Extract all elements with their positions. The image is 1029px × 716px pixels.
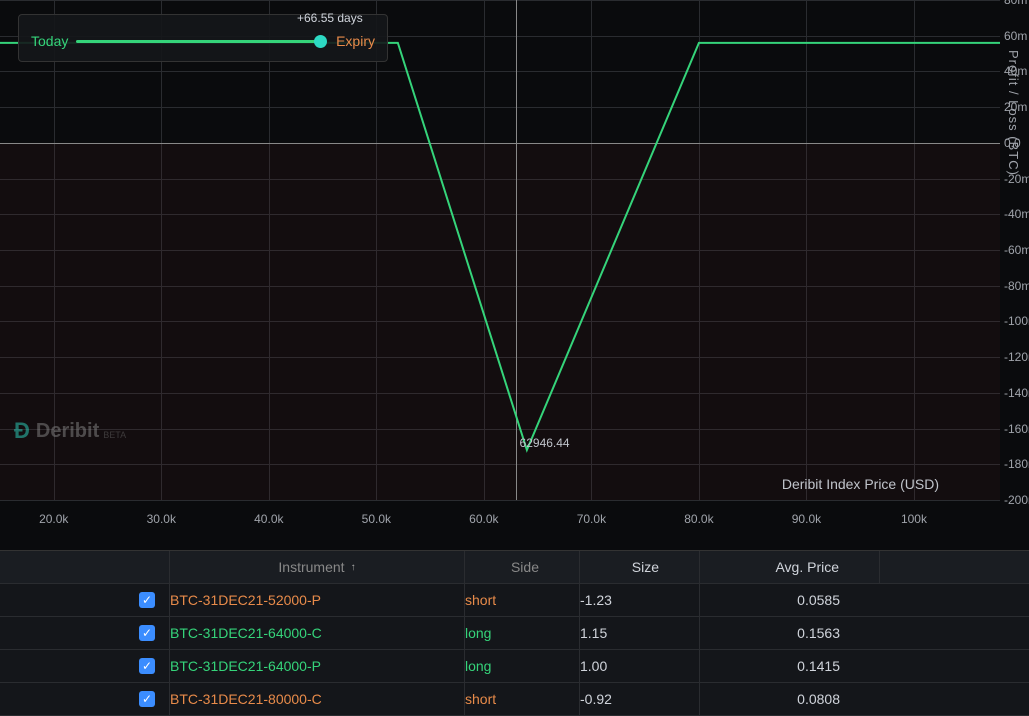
pnl-chart: 80m60m40m20m0.0-20m-40m-60m-80m-100m-120…	[0, 0, 1029, 550]
x-tick-label: 50.0k	[362, 512, 391, 526]
position-checkbox[interactable]: ✓	[139, 658, 155, 674]
position-avg-price: 0.1563	[700, 625, 880, 641]
table-header-row: Instrument ↑ Side Size Avg. Price	[0, 551, 1029, 584]
sort-ascending-icon: ↑	[351, 562, 356, 573]
slider-days-label: +66.55 days	[297, 11, 363, 25]
col-header-instrument[interactable]: Instrument ↑	[170, 551, 465, 583]
col-header-size[interactable]: Size	[580, 551, 700, 583]
deribit-logo: Ð Deribit BETA	[14, 418, 126, 444]
position-side: long	[465, 625, 491, 641]
position-side: short	[465, 691, 496, 707]
position-checkbox[interactable]: ✓	[139, 691, 155, 707]
col-header-side[interactable]: Side	[465, 551, 580, 583]
x-tick-label: 40.0k	[254, 512, 283, 526]
deribit-logo-text: Deribit	[36, 420, 99, 443]
position-avg-price: 0.0585	[700, 592, 880, 608]
time-slider-track[interactable]	[76, 40, 324, 43]
table-row: ✓ BTC-31DEC21-64000-P long 1.000.1415	[0, 650, 1029, 683]
gridline-horizontal	[0, 500, 1000, 501]
x-tick-label: 80.0k	[684, 512, 713, 526]
instrument-name[interactable]: BTC-31DEC21-64000-C	[170, 625, 322, 641]
deribit-logo-beta: BETA	[103, 430, 126, 440]
positions-table: Instrument ↑ Side Size Avg. Price ✓ BTC-3…	[0, 550, 1029, 716]
instrument-name[interactable]: BTC-31DEC21-64000-P	[170, 658, 321, 674]
chart-plot-area[interactable]: 80m60m40m20m0.0-20m-40m-60m-80m-100m-120…	[0, 0, 1000, 500]
x-axis-title: Deribit Index Price (USD)	[782, 476, 939, 492]
table-row: ✓ BTC-31DEC21-80000-C short -0.920.0808	[0, 683, 1029, 716]
col-header-checkbox	[0, 551, 170, 583]
pnl-series-line	[0, 0, 1000, 500]
crosshair-x-label: 62946.44	[520, 436, 570, 450]
instrument-name[interactable]: BTC-31DEC21-80000-C	[170, 691, 322, 707]
position-side: long	[465, 658, 491, 674]
col-header-avg-price[interactable]: Avg. Price	[700, 551, 880, 583]
position-size: 1.15	[580, 617, 700, 649]
x-tick-label: 70.0k	[577, 512, 606, 526]
y-axis-title: Profit / Loss (BTC)	[1006, 50, 1021, 176]
time-slider-panel: +66.55 days Today Expiry	[18, 14, 388, 62]
x-tick-label: 60.0k	[469, 512, 498, 526]
position-avg-price: 0.0808	[700, 691, 880, 707]
position-side: short	[465, 592, 496, 608]
slider-today-label: Today	[31, 33, 68, 49]
deribit-logo-icon: Ð	[14, 418, 30, 444]
x-tick-label: 20.0k	[39, 512, 68, 526]
slider-expiry-label: Expiry	[336, 33, 375, 49]
time-slider-handle[interactable]	[314, 35, 327, 48]
col-header-instrument-label: Instrument	[278, 559, 344, 575]
table-row: ✓ BTC-31DEC21-52000-P short -1.230.0585	[0, 584, 1029, 617]
position-checkbox[interactable]: ✓	[139, 592, 155, 608]
x-tick-label: 30.0k	[147, 512, 176, 526]
position-size: -1.23	[580, 584, 700, 616]
position-avg-price: 0.1415	[700, 658, 880, 674]
x-tick-label: 100k	[901, 512, 927, 526]
position-checkbox[interactable]: ✓	[139, 625, 155, 641]
position-size: 1.00	[580, 650, 700, 682]
table-row: ✓ BTC-31DEC21-64000-C long 1.150.1563	[0, 617, 1029, 650]
x-tick-label: 90.0k	[792, 512, 821, 526]
position-size: -0.92	[580, 683, 700, 715]
instrument-name[interactable]: BTC-31DEC21-52000-P	[170, 592, 321, 608]
